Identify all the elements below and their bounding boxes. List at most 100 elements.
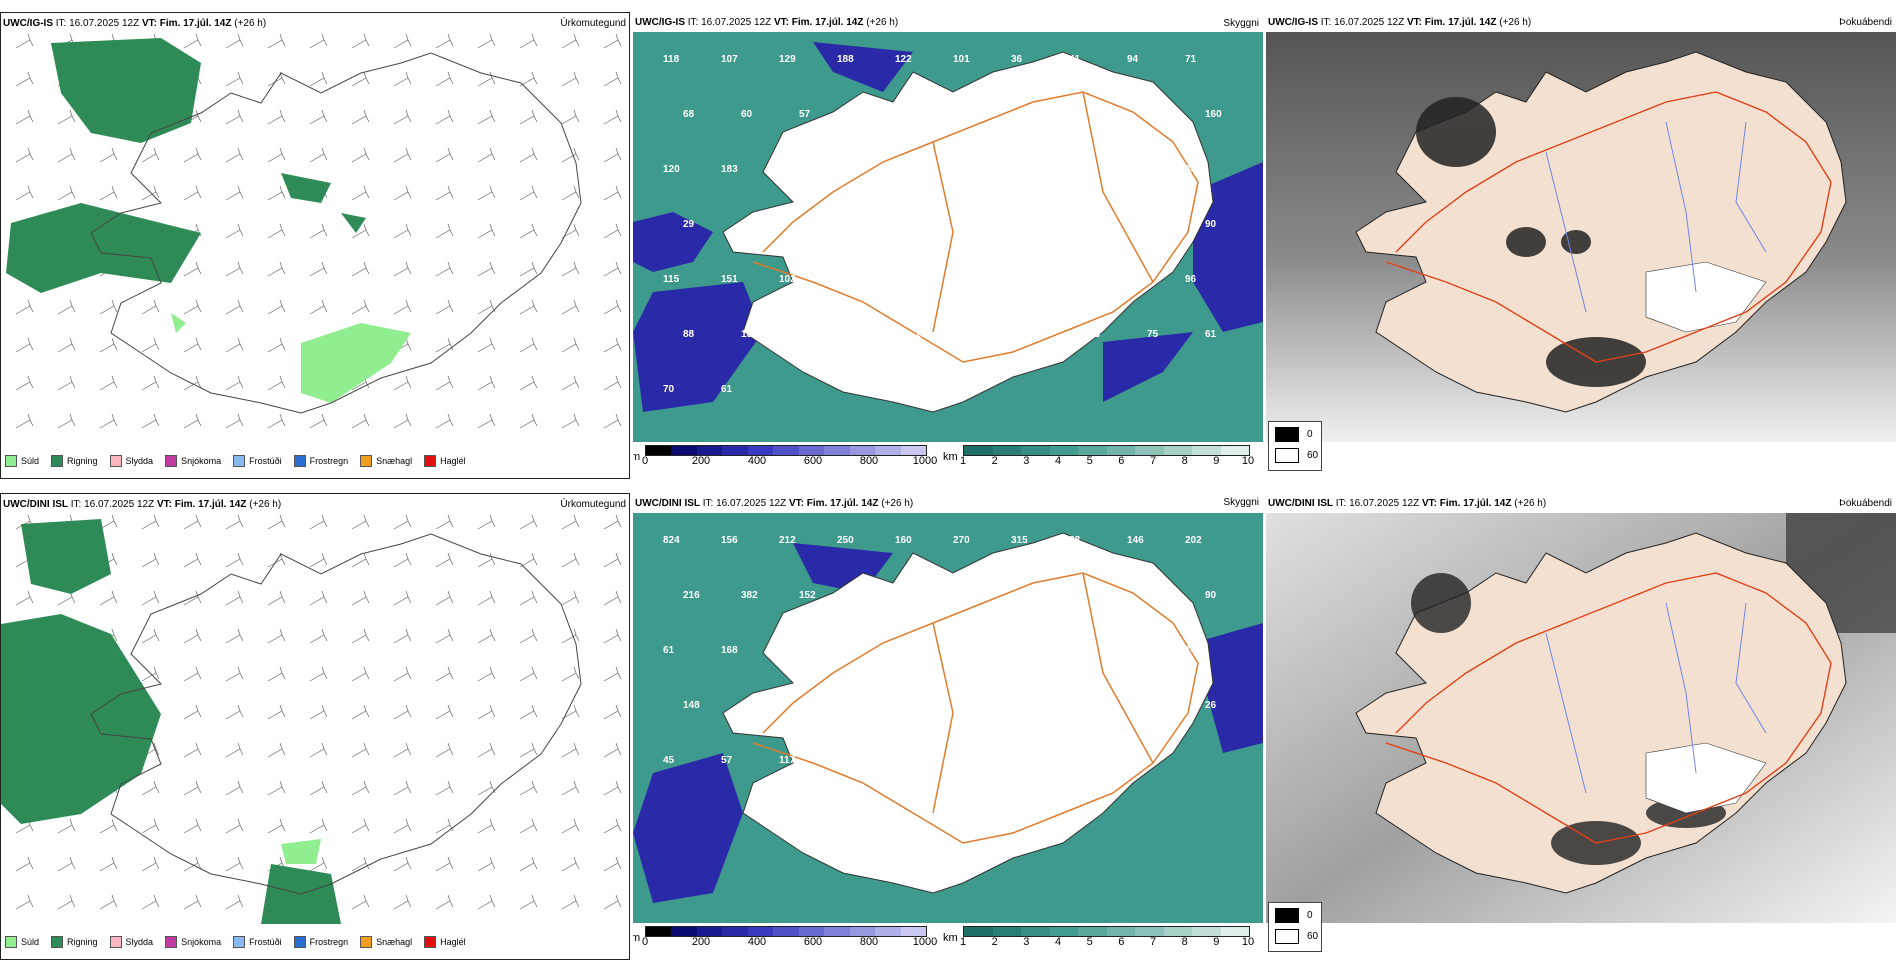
- wind-barb: [561, 856, 580, 872]
- wind-barb: [477, 514, 496, 530]
- legend-item: Frostúði: [233, 455, 282, 467]
- wind-barb: [351, 185, 370, 201]
- cloud-base-label: 45: [663, 755, 675, 766]
- drizzle-areas: [171, 313, 411, 403]
- colorbar-tick: 7: [1149, 455, 1157, 467]
- wind-barb: [477, 223, 496, 239]
- legend-item: Súld: [5, 455, 39, 467]
- colorbar-tick: 7: [1149, 936, 1157, 948]
- wind-barb: [267, 337, 286, 353]
- cloud-base-label: 60: [953, 755, 965, 766]
- drizzle-areas: [281, 839, 321, 864]
- panel-header: UWC/IG-IS IT: 16.07.2025 12Z VT: Fim. 17…: [3, 18, 267, 29]
- legend-swatch: [424, 936, 437, 948]
- wind-barb: [603, 299, 622, 315]
- wind-barb: [183, 552, 202, 568]
- wind-barb: [603, 375, 622, 391]
- colorbar-tick: 5: [1086, 455, 1093, 467]
- wind-barb: [477, 261, 496, 277]
- wind-barb: [435, 413, 454, 429]
- fog-legend-swatch-60: [1275, 448, 1299, 463]
- wind-barb: [603, 261, 622, 277]
- fog-legend-swatch-0: [1275, 908, 1299, 923]
- wind-barb: [225, 223, 244, 239]
- legend-swatch: [165, 455, 178, 467]
- wind-barb: [561, 514, 580, 530]
- wind-barb: [519, 818, 538, 834]
- colorbar-tick: 2: [991, 455, 998, 467]
- wind-barb: [519, 33, 538, 49]
- legend-item: Snjókoma: [165, 455, 221, 467]
- wind-barb: [603, 514, 622, 530]
- wind-barb: [267, 742, 286, 758]
- wind-barb: [267, 704, 286, 720]
- legend-label: Súld: [21, 456, 40, 466]
- cloud-base-label: 68: [683, 109, 695, 120]
- precip-legend: Súld Rigning Slydda Snjókoma Frostúði Frostre…: [5, 452, 466, 470]
- wind-barb: [519, 261, 538, 277]
- cloud-base-label: 192: [1089, 590, 1106, 601]
- visibility-map: 824 156 212 250 160 270 315 88 146 202 216 382 152 16…: [633, 513, 1263, 923]
- cloud-base-label: 126: [1011, 274, 1028, 285]
- wind-barb: [267, 780, 286, 796]
- colorbar-tick: 800: [859, 936, 879, 948]
- wind-barb: [477, 185, 496, 201]
- wind-barb: [477, 628, 496, 644]
- wind-barb: [15, 590, 34, 606]
- wind-barb: [15, 185, 34, 201]
- legend-swatch: [233, 936, 246, 948]
- colorbar-tick: 6: [1118, 455, 1125, 467]
- wind-barb: [225, 590, 244, 606]
- wind-barb: [477, 109, 496, 125]
- legend-item: Snæhagl: [360, 455, 412, 467]
- wind-barb: [267, 514, 286, 530]
- wind-barb: [141, 185, 160, 201]
- cloud-base-label: 131: [741, 329, 758, 340]
- legend-swatch: [51, 936, 64, 948]
- wind-barb: [183, 375, 202, 391]
- cloud-base-label: 212: [779, 535, 796, 546]
- wind-barb: [351, 223, 370, 239]
- wind-barb: [561, 780, 580, 796]
- cloud-base-label: 81: [1011, 645, 1023, 656]
- cloud-base-label: 156: [721, 535, 738, 546]
- wind-barb: [393, 894, 412, 910]
- cloud-base-label: 287: [1147, 109, 1164, 120]
- wind-barb: [561, 413, 580, 429]
- cloud-base-label: 45: [857, 219, 869, 230]
- wind-barb: [57, 375, 76, 391]
- wind-barb: [15, 71, 34, 87]
- wind-barb: [309, 71, 328, 87]
- legend-label: Slydda: [125, 456, 154, 466]
- cloud-base-label: 202: [1185, 535, 1202, 546]
- wind-barb: [351, 856, 370, 872]
- colorbar-tick: 9: [1213, 455, 1220, 467]
- legend-label: Haglél: [440, 456, 466, 466]
- wind-barb: [477, 33, 496, 49]
- wind-barb: [183, 704, 202, 720]
- cloudbase-unit: m: [633, 451, 641, 463]
- wind-barb: [435, 185, 454, 201]
- wind-barb: [561, 109, 580, 125]
- wind-barb: [351, 818, 370, 834]
- wind-barb: [393, 109, 412, 125]
- wind-barb: [393, 628, 412, 644]
- wind-barb: [435, 894, 454, 910]
- cloudbase-bar: [645, 445, 927, 456]
- fog-panel-top: UWC/IG-IS IT: 16.07.2025 12Z VT: Fim. 17…: [1266, 12, 1896, 479]
- wind-barb: [309, 299, 328, 315]
- colorbar-tick: 600: [803, 455, 823, 467]
- wind-barb: [435, 33, 454, 49]
- cloud-base-label: 51: [1031, 329, 1043, 340]
- legend-item: Rigning: [51, 455, 98, 467]
- panel-header: UWC/DINI ISL IT: 16.07.2025 12Z VT: Fim.…: [3, 499, 282, 510]
- panel-header: UWC/DINI ISL IT: 16.07.2025 12Z VT: Fim.…: [635, 498, 914, 509]
- precip-type-panel-top: UWC/IG-IS IT: 16.07.2025 12Z VT: Fim. 17…: [0, 12, 630, 479]
- cloud-base-label: 95: [1069, 274, 1081, 285]
- legend-item: Slydda: [109, 455, 154, 467]
- cloud-base-label: 37: [1147, 700, 1159, 711]
- wind-barb: [267, 33, 286, 49]
- colorbar-tick: 200: [691, 455, 711, 467]
- wind-barb: [225, 742, 244, 758]
- cloud-base-label: 90: [1205, 590, 1217, 601]
